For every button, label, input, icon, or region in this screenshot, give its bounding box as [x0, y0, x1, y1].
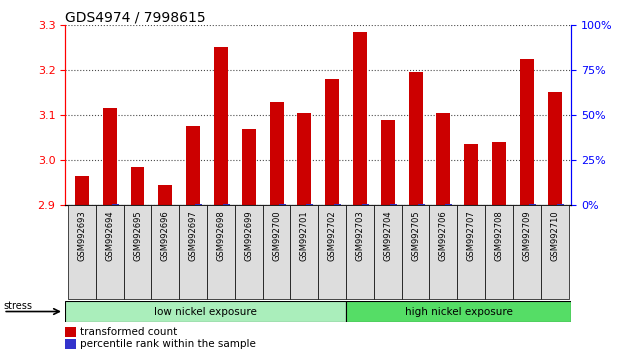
Text: GSM992700: GSM992700 — [272, 210, 281, 261]
Bar — [541, 205, 569, 299]
Bar — [390, 204, 397, 205]
Bar — [430, 205, 457, 299]
Bar — [291, 205, 318, 299]
Bar — [152, 205, 179, 299]
Text: GSM992702: GSM992702 — [328, 210, 337, 261]
Bar — [279, 204, 286, 205]
Bar — [457, 205, 485, 299]
Bar — [325, 79, 339, 205]
Bar — [186, 126, 200, 205]
Bar — [347, 301, 571, 322]
Text: GSM992693: GSM992693 — [78, 210, 86, 261]
Bar — [362, 204, 369, 205]
Bar — [548, 92, 561, 205]
Bar — [520, 59, 534, 205]
Bar — [465, 144, 478, 205]
Bar — [374, 205, 402, 299]
Bar — [381, 120, 395, 205]
Bar — [65, 339, 76, 349]
Bar — [334, 204, 341, 205]
Text: GSM992696: GSM992696 — [161, 210, 170, 261]
Bar — [68, 205, 96, 299]
Text: GSM992707: GSM992707 — [467, 210, 476, 261]
Bar — [270, 102, 284, 205]
Bar — [124, 205, 152, 299]
Bar — [130, 167, 145, 205]
Text: GSM992699: GSM992699 — [244, 210, 253, 261]
Bar — [102, 108, 117, 205]
Bar — [346, 205, 374, 299]
Bar — [158, 185, 172, 205]
Bar — [242, 129, 256, 205]
Bar — [65, 327, 76, 337]
Bar — [353, 32, 367, 205]
Text: GSM992701: GSM992701 — [300, 210, 309, 261]
Text: GSM992697: GSM992697 — [189, 210, 197, 261]
Text: GSM992705: GSM992705 — [411, 210, 420, 261]
Bar — [418, 204, 425, 205]
Text: GSM992703: GSM992703 — [355, 210, 365, 261]
Bar — [223, 204, 230, 205]
Bar — [263, 205, 291, 299]
Bar — [75, 176, 89, 205]
Bar — [195, 204, 202, 205]
Bar — [556, 204, 564, 205]
Text: GSM992704: GSM992704 — [383, 210, 392, 261]
Bar — [306, 204, 314, 205]
Text: high nickel exposure: high nickel exposure — [405, 307, 513, 316]
Text: percentile rank within the sample: percentile rank within the sample — [80, 339, 256, 349]
Text: stress: stress — [3, 301, 32, 311]
Text: GSM992698: GSM992698 — [217, 210, 225, 261]
Bar — [485, 205, 513, 299]
Text: low nickel exposure: low nickel exposure — [155, 307, 257, 316]
Bar — [402, 205, 430, 299]
Bar — [207, 205, 235, 299]
Bar — [297, 113, 311, 205]
Bar — [96, 205, 124, 299]
Text: transformed count: transformed count — [80, 327, 178, 337]
Text: GDS4974 / 7998615: GDS4974 / 7998615 — [65, 11, 206, 25]
Text: GSM992708: GSM992708 — [494, 210, 504, 261]
Bar — [437, 113, 450, 205]
Bar — [235, 205, 263, 299]
Bar — [179, 205, 207, 299]
Bar — [409, 72, 422, 205]
Bar — [214, 47, 228, 205]
Text: GSM992695: GSM992695 — [133, 210, 142, 261]
Text: GSM992710: GSM992710 — [550, 210, 559, 261]
Bar — [529, 204, 536, 205]
Bar — [445, 204, 453, 205]
Bar — [112, 204, 119, 205]
Text: GSM992694: GSM992694 — [105, 210, 114, 261]
Text: GSM992709: GSM992709 — [522, 210, 532, 261]
Bar — [65, 301, 347, 322]
Text: GSM992706: GSM992706 — [439, 210, 448, 261]
Bar — [492, 142, 506, 205]
Bar — [318, 205, 346, 299]
Bar — [513, 205, 541, 299]
